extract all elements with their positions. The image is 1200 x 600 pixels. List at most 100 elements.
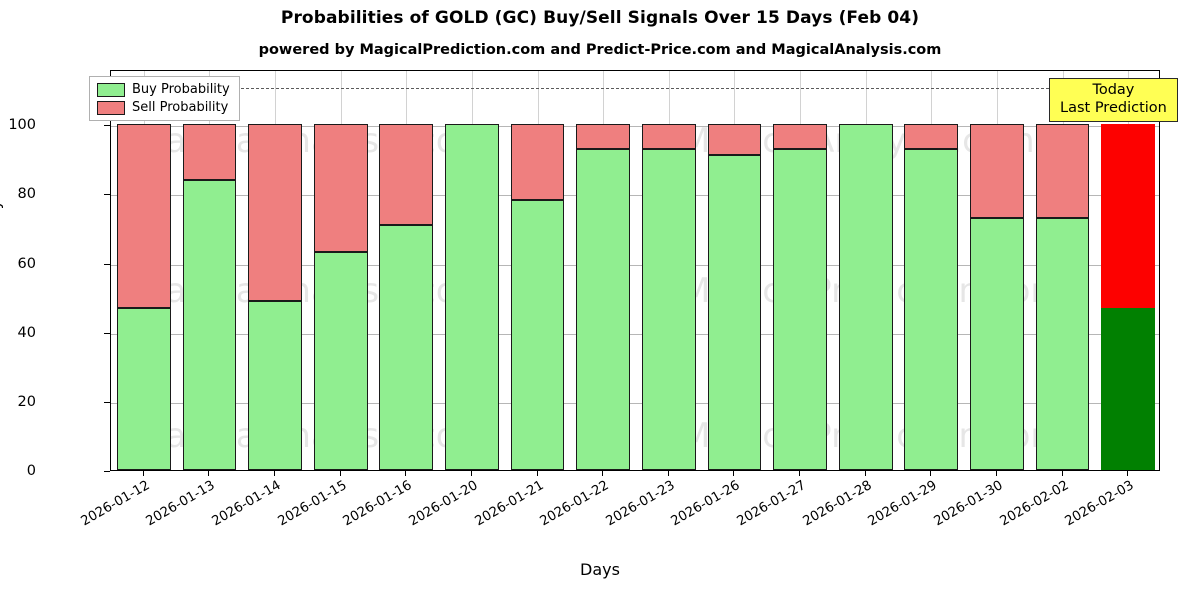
bar-group — [970, 124, 1024, 470]
chart-subtitle: powered by MagicalPrediction.com and Pre… — [258, 42, 942, 58]
bar-segment-sell — [248, 124, 302, 301]
bar-segment-sell — [904, 124, 959, 149]
x-tick-label: 2026-01-20 — [406, 478, 481, 530]
x-tick-label: 2026-02-03 — [1062, 478, 1137, 530]
x-tick-mark — [536, 471, 538, 476]
bar-group — [576, 124, 631, 470]
bar-segment-sell — [379, 124, 434, 225]
bar-group — [313, 124, 368, 470]
legend-swatch-buy — [97, 82, 125, 97]
bar-series-layer — [111, 71, 1159, 470]
x-tick-label: 2026-01-13 — [144, 478, 218, 530]
bar-group — [510, 124, 565, 470]
gridline — [111, 126, 1159, 128]
bar-segment-buy — [838, 124, 893, 470]
bar-group — [1035, 124, 1090, 470]
legend-label-buy: Buy Probability — [132, 82, 230, 97]
bar-segment-sell — [1035, 124, 1090, 218]
x-tick-label: 2026-01-27 — [734, 478, 809, 530]
x-tick-mark — [930, 471, 932, 476]
bar-group — [641, 124, 696, 470]
x-tick-label: 2026-01-21 — [472, 478, 547, 530]
bar-segment-sell — [641, 124, 696, 149]
legend-swatch-sell — [97, 100, 125, 115]
today-annotation-line2: Last Prediction — [1060, 99, 1167, 116]
x-tick-label: 2026-01-30 — [931, 478, 1006, 530]
chart-title: Probabilities of GOLD (GC) Buy/Sell Sign… — [280, 8, 920, 28]
gridline — [111, 402, 1159, 404]
x-tick-mark — [405, 471, 407, 476]
y-tick-label: 80 — [17, 186, 36, 203]
x-tick-mark — [667, 471, 669, 476]
x-tick-mark — [733, 471, 735, 476]
x-tick-label: 2026-01-22 — [537, 478, 612, 530]
bar-segment-buy — [970, 217, 1024, 470]
chart-legend: Buy Probability Sell Probability — [89, 76, 240, 121]
bar-segment-sell — [707, 124, 762, 156]
legend-item-buy: Buy Probability — [97, 82, 230, 97]
bar-segment-buy — [445, 124, 499, 470]
legend-label-sell: Sell Probability — [132, 100, 229, 115]
plot-area: MagicalAnalysis.comMagicalAnalysis.comMa… — [110, 70, 1160, 471]
bar-group — [838, 124, 893, 470]
x-tick-mark — [602, 471, 604, 476]
x-tick-label: 2026-01-26 — [669, 478, 743, 530]
y-tick-label: 20 — [17, 393, 36, 410]
x-tick-label: 2026-01-15 — [275, 478, 350, 530]
x-tick-label: 2026-01-28 — [800, 478, 875, 530]
today-annotation-line1: Today — [1092, 82, 1135, 98]
y-tick-mark — [104, 401, 110, 403]
x-tick-mark — [208, 471, 210, 476]
y-axis-label: Probability — [0, 200, 4, 282]
bar-segment-sell — [1101, 124, 1156, 308]
bar-group — [379, 124, 434, 470]
bar-segment-sell — [773, 124, 827, 149]
x-tick-mark — [864, 471, 866, 476]
bar-segment-buy — [576, 148, 631, 470]
bar-segment-buy — [248, 300, 302, 470]
x-tick-mark — [995, 471, 997, 476]
y-tick-mark — [104, 125, 110, 127]
bar-segment-buy — [313, 252, 368, 470]
x-axis-label: Days — [580, 560, 620, 579]
x-tick-mark — [1061, 471, 1063, 476]
bar-segment-buy — [510, 200, 565, 470]
y-tick-label: 60 — [17, 255, 36, 272]
bar-segment-buy — [116, 307, 171, 470]
bar-segment-sell — [576, 124, 631, 149]
bar-segment-buy — [1035, 217, 1090, 470]
bar-group — [182, 124, 237, 470]
legend-item-sell: Sell Probability — [97, 100, 230, 115]
reference-line — [111, 88, 1159, 90]
y-tick-mark — [104, 194, 110, 196]
x-tick-mark — [799, 471, 801, 476]
x-tick-mark — [470, 471, 472, 476]
bar-segment-buy — [707, 155, 762, 470]
gridline — [111, 333, 1159, 335]
y-tick-label: 40 — [17, 324, 36, 341]
x-tick-label: 2026-01-14 — [209, 478, 284, 530]
bar-group — [248, 124, 302, 470]
x-tick-mark — [339, 471, 341, 476]
bar-segment-sell — [313, 124, 368, 253]
bar-segment-buy — [182, 179, 237, 470]
bar-group — [445, 124, 499, 470]
bar-segment-buy — [773, 148, 827, 470]
bar-segment-buy — [379, 224, 434, 470]
x-tick-mark — [274, 471, 276, 476]
gridline — [111, 264, 1159, 266]
x-tick-label: 2026-02-02 — [997, 478, 1072, 530]
bar-segment-buy — [641, 148, 696, 470]
x-tick-label: 2026-01-29 — [865, 478, 940, 530]
bar-group — [773, 124, 827, 470]
gridline — [111, 195, 1159, 197]
bar-segment-sell — [510, 124, 565, 201]
bar-segment-sell — [182, 124, 237, 180]
bar-segment-buy — [904, 148, 959, 470]
bar-group — [707, 124, 762, 470]
x-tick-mark — [142, 471, 144, 476]
bar-group — [116, 124, 171, 470]
bar-group — [1101, 124, 1156, 470]
bar-segment-sell — [116, 124, 171, 308]
